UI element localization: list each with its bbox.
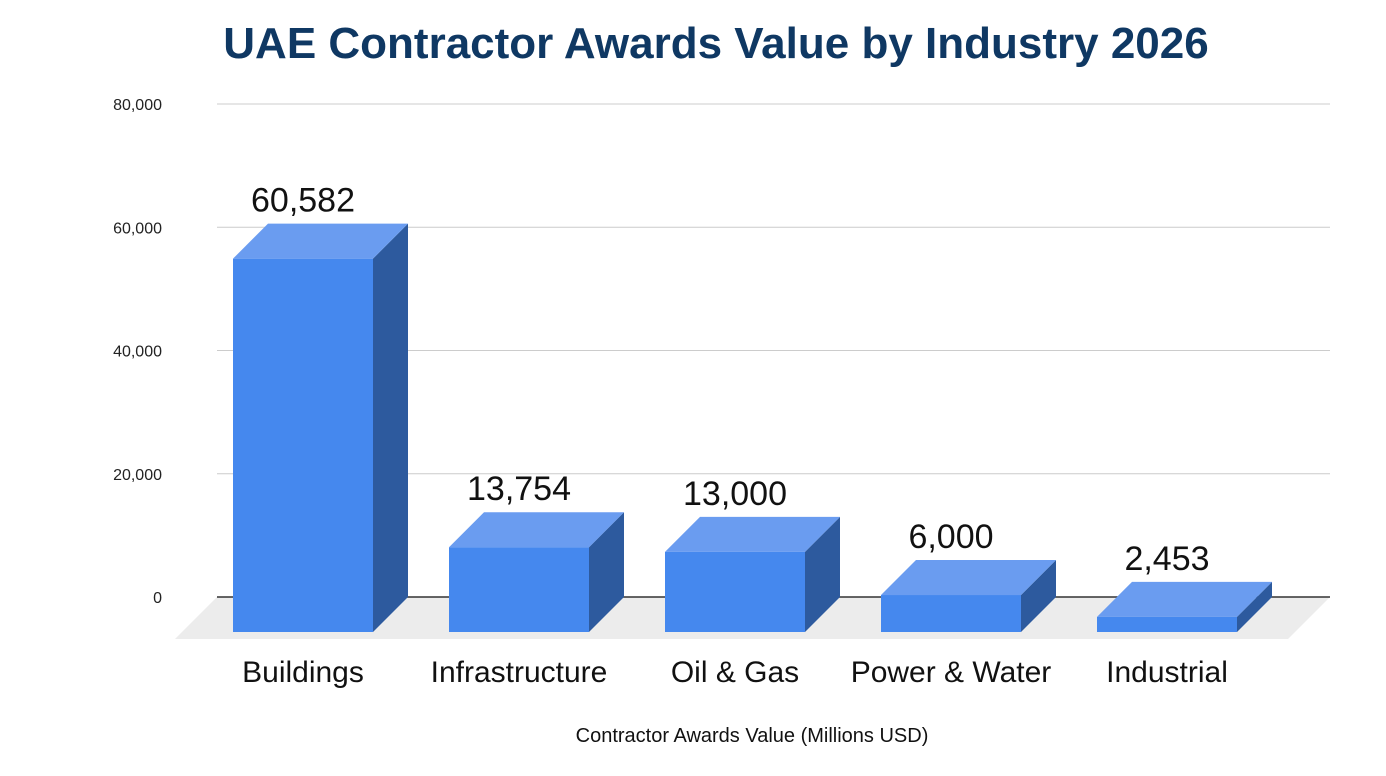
y-tick-label: 40,000 [113, 344, 162, 361]
bar-top [449, 512, 624, 548]
data-label: 2,453 [1124, 540, 1209, 578]
bar-top [1097, 581, 1272, 617]
bar-power-water: 6,000 [881, 518, 1056, 632]
x-tick-label: Buildings [242, 656, 364, 689]
x-tick-label: Power & Water [851, 656, 1052, 689]
bar-front [1097, 616, 1237, 632]
bar-side [805, 516, 840, 632]
bar-front [233, 258, 373, 632]
y-tick-label: 20,000 [113, 467, 162, 484]
x-axis-labels: Buildings Infrastructure Oil & Gas Power & … [242, 656, 1228, 689]
bar-buildings: 60,582 [233, 182, 408, 632]
y-tick-label: 60,000 [113, 220, 162, 237]
y-tick-label: 0 [153, 590, 162, 607]
bar-top [881, 560, 1056, 596]
y-axis-ticks: 0 20,000 40,000 60,000 80,000 [113, 97, 162, 607]
bar-side [589, 512, 624, 632]
data-label: 6,000 [908, 518, 993, 556]
y-tick-label: 80,000 [113, 97, 162, 114]
bar-front [449, 547, 589, 632]
bar-front [665, 551, 805, 632]
bar-side [1237, 581, 1272, 632]
bar-front [881, 595, 1021, 632]
x-tick-label: Oil & Gas [671, 656, 799, 689]
data-label: 13,000 [683, 475, 787, 513]
x-axis-title: Contractor Awards Value (Millions USD) [576, 725, 929, 747]
bar-infrastructure: 13,754 [449, 470, 624, 632]
bar-top [665, 516, 840, 552]
data-label: 13,754 [467, 470, 571, 508]
bar-side [373, 223, 408, 632]
chart-title: UAE Contractor Awards Value by Industry … [223, 19, 1208, 68]
bars: 60,582 13,754 13,000 6,000 2,453 [233, 182, 1272, 632]
bar-oil-gas: 13,000 [665, 475, 840, 632]
x-tick-label: Industrial [1106, 656, 1228, 689]
x-tick-label: Infrastructure [431, 656, 608, 689]
bar-top [233, 223, 408, 259]
data-label: 60,582 [251, 182, 355, 220]
bar-side [1021, 560, 1056, 632]
bar-industrial: 2,453 [1097, 540, 1272, 632]
